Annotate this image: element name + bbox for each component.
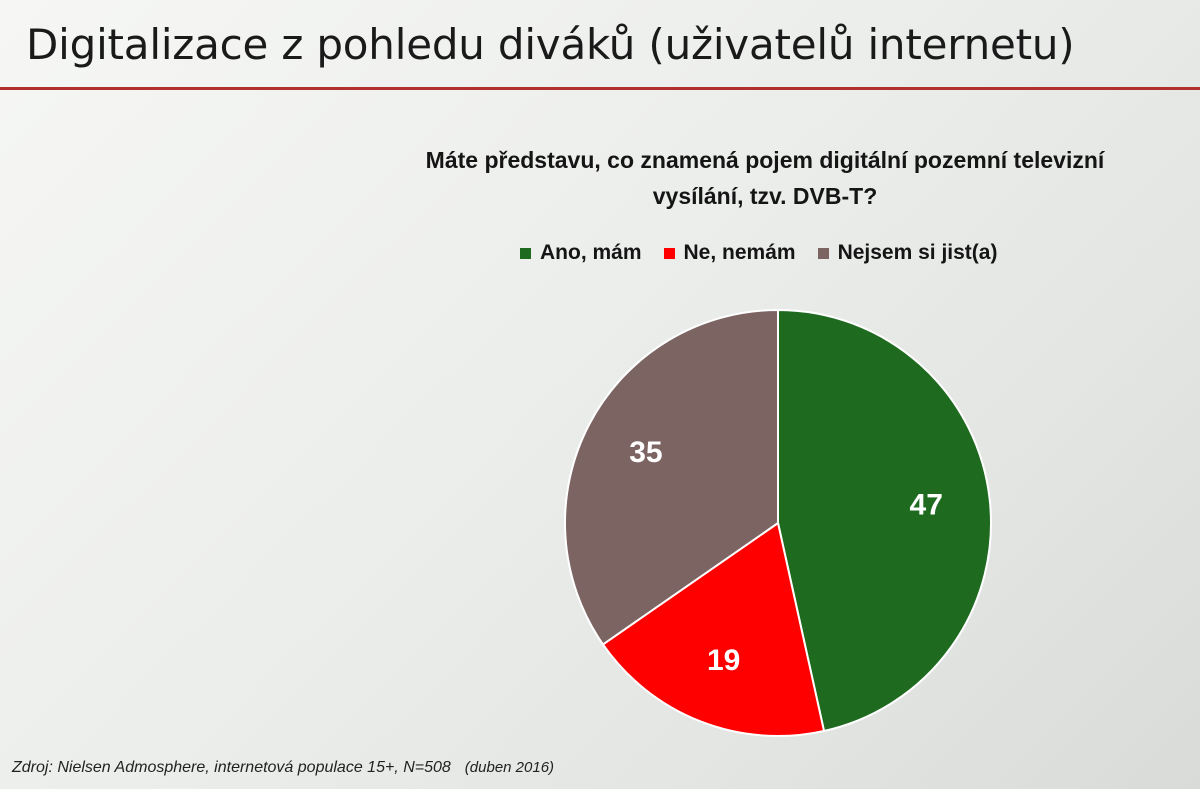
legend-label-nejsem: Nejsem si jist(a) <box>837 241 998 264</box>
source-text: Zdroj: Nielsen Admosphere, internetová p… <box>12 759 451 776</box>
chart-title-line-1: Máte představu, co znamená pojem digitál… <box>425 147 1105 173</box>
legend-item-ano: Ano, mám <box>520 241 642 265</box>
pie-chart: 47 19 35 <box>564 308 992 737</box>
legend-label-ano: Ano, mám <box>540 241 642 264</box>
pie-slice-ne <box>601 521 826 737</box>
source-note: Zdroj: Nielsen Admosphere, internetová p… <box>12 759 554 777</box>
pie-slice-ano <box>777 308 992 733</box>
legend-swatch-ne <box>663 247 675 259</box>
pie-slice-nejsem <box>564 308 779 646</box>
chart-title-line-2: vysílání, tzv. DVB-T? <box>652 183 878 209</box>
legend-label-ne: Ne, nemám <box>683 241 796 264</box>
slide-title: Digitalizace z pohledu diváků (uživatelů… <box>26 20 1075 69</box>
legend-swatch-ano <box>520 247 531 259</box>
legend-item-nejsem: Nejsem si jist(a) <box>817 241 998 265</box>
chart-title: Máte představu, co znamená pojem digitál… <box>370 142 1160 214</box>
pie-label-ne: 19 <box>707 644 740 677</box>
pie-label-nejsem: 35 <box>629 436 662 469</box>
pie-label-ano: 47 <box>910 489 943 522</box>
source-date: (duben 2016) <box>464 759 555 776</box>
legend-item-ne: Ne, nemám <box>663 241 796 265</box>
title-divider <box>0 87 1200 90</box>
legend-swatch-nejsem <box>817 247 829 259</box>
chart-legend: Ano, mám Ne, nemám Nejsem si jist(a) <box>520 238 997 268</box>
